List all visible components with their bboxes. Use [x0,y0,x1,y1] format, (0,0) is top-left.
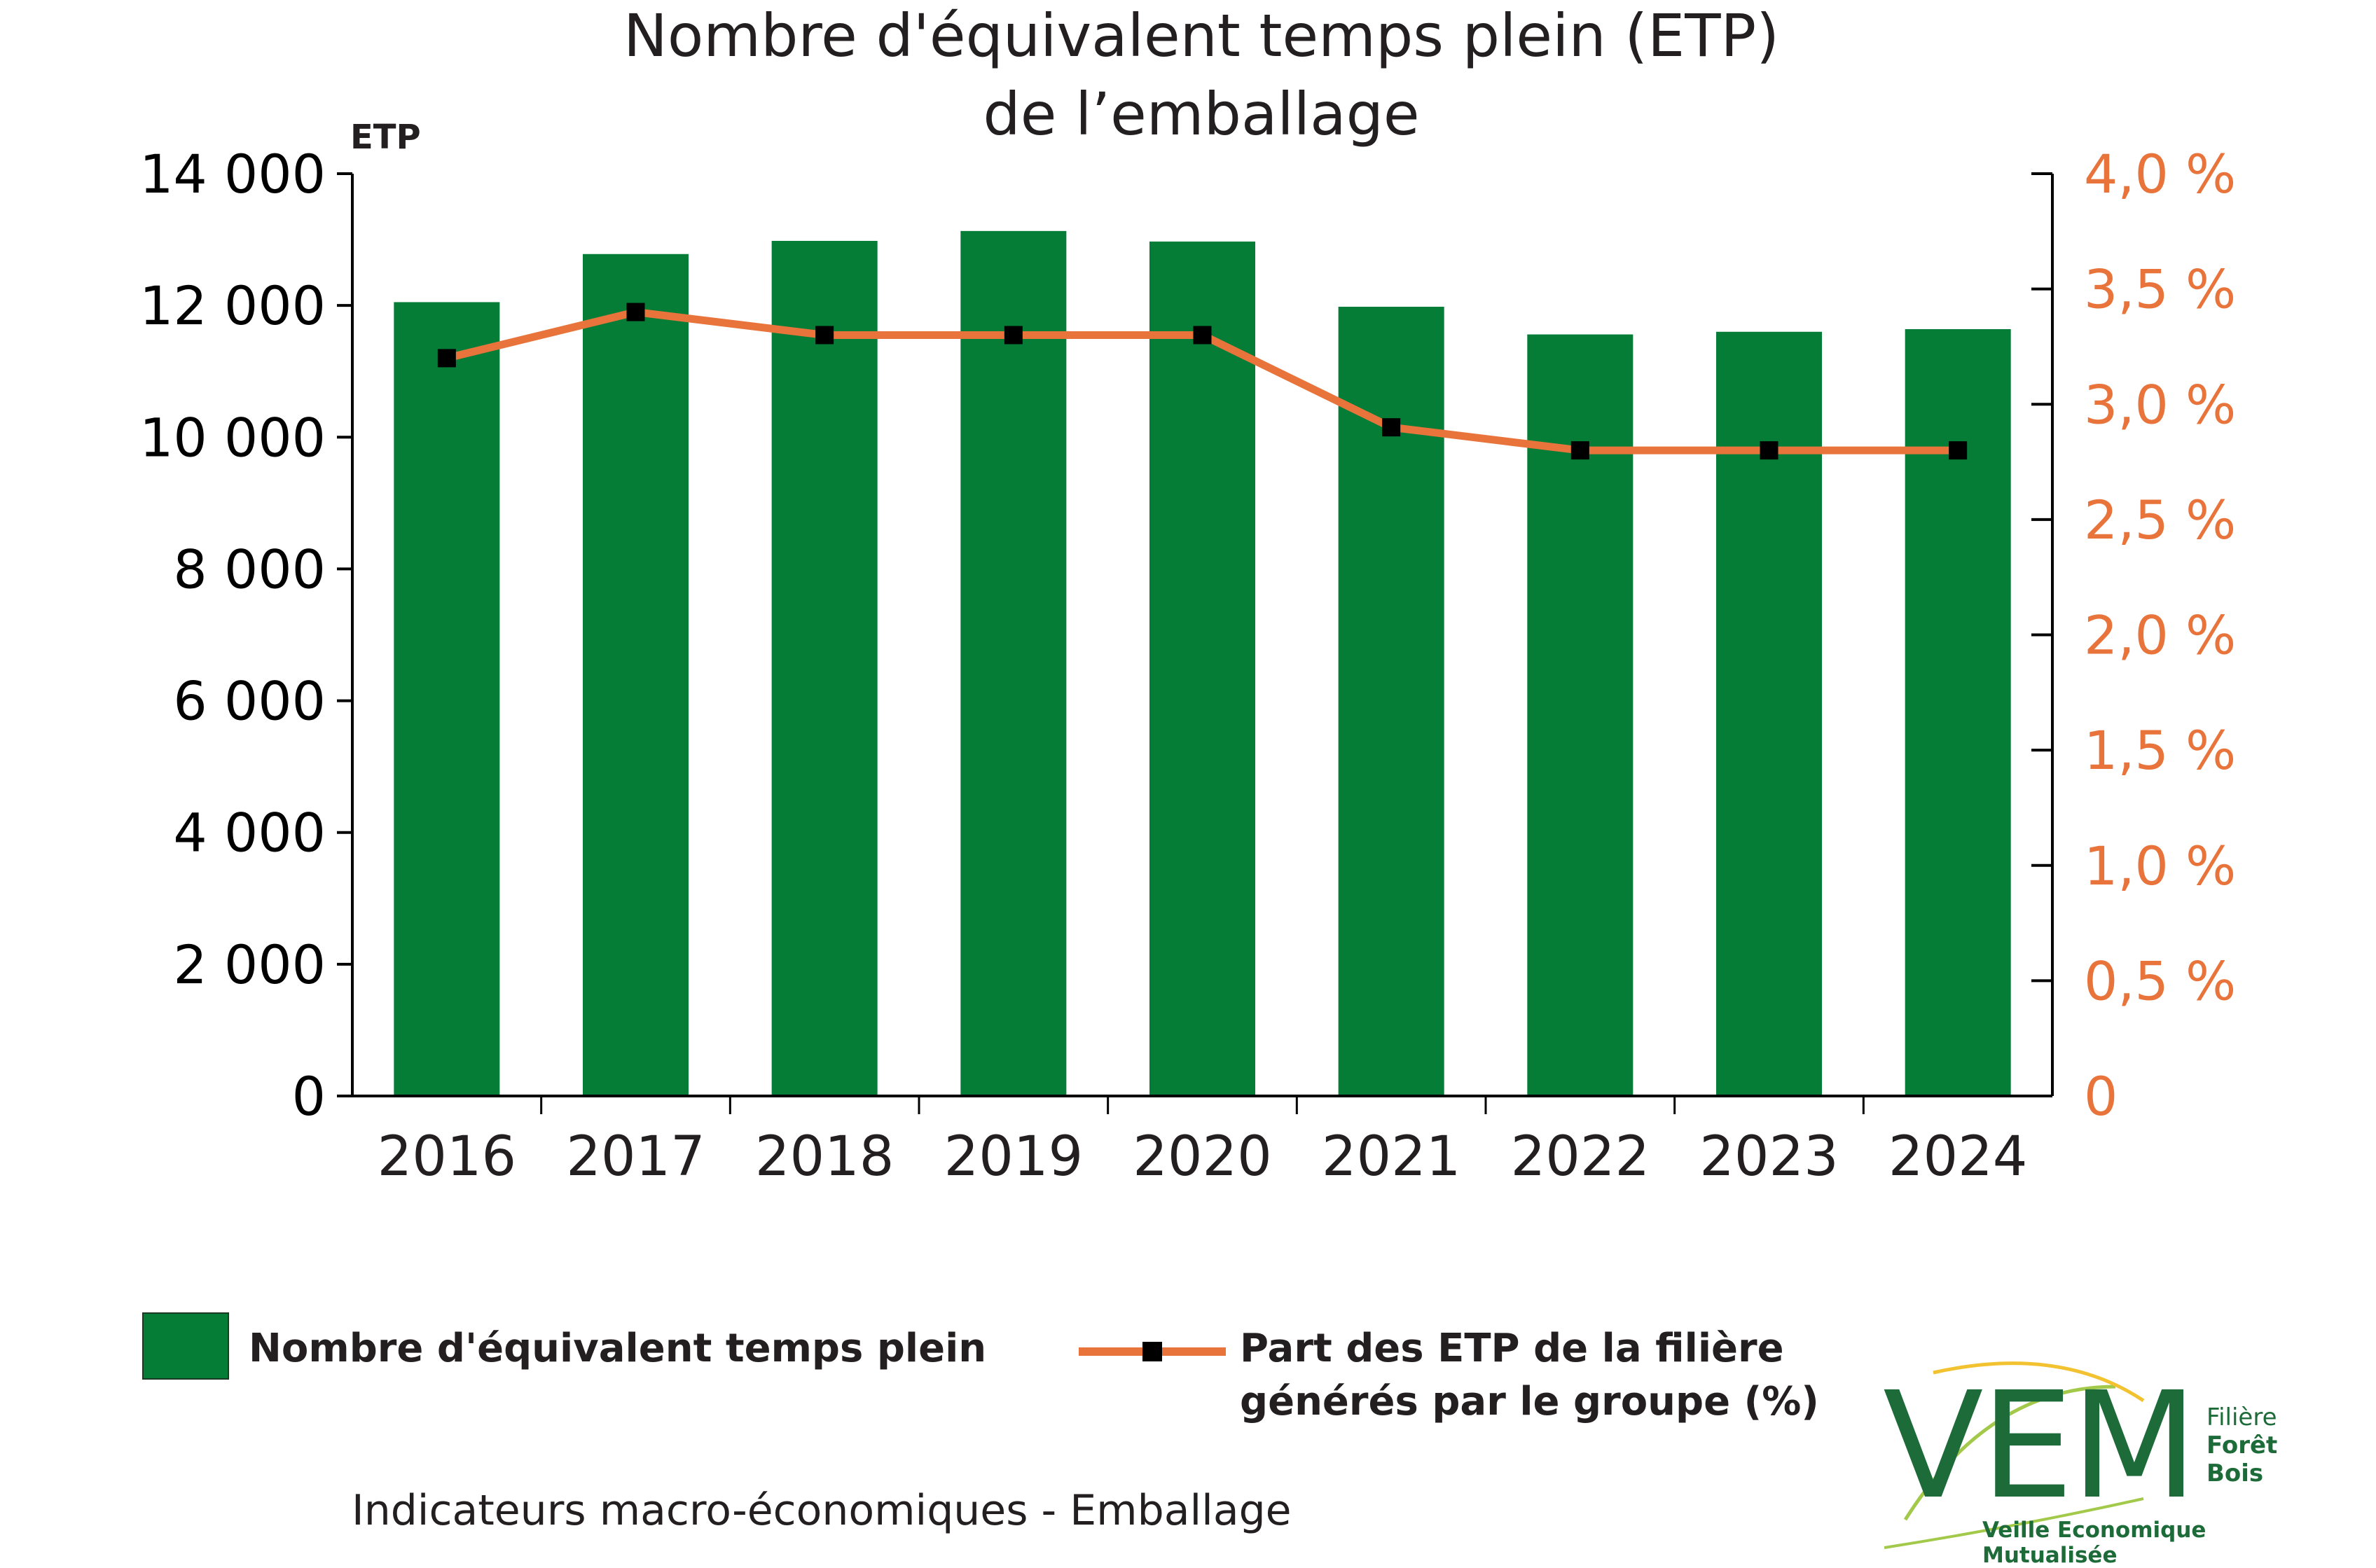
logo-tagline: Veille Economique Mutualisée [1982,1518,2206,1568]
right-tick-label: 1,5 % [2084,719,2236,782]
right-tick-label: 0,5 % [2084,950,2236,1012]
line-point-2019 [1004,326,1023,345]
x-tick-label: 2021 [1322,1125,1461,1188]
right-tick-label: 1,0 % [2084,835,2236,897]
left-tick-label: 2 000 [173,934,326,996]
bar-2020 [1149,241,1256,1097]
right-tick-label: 4,0 % [2084,143,2236,205]
legend-line-label-1: Part des ETP de la filière [1240,1326,1784,1371]
right-tick-label: 2,5 % [2084,489,2236,551]
axis-labels: 0 2 000 4 000 6 000 8 000 10 000 12 000 14 000 0… [139,143,2236,1188]
x-tick-label: 2022 [1511,1125,1650,1188]
x-tick-label: 2017 [566,1125,705,1188]
x-tick-label: 2018 [755,1125,895,1188]
logo-vem-text: VEM [1883,1360,2198,1532]
bar-2018 [771,240,878,1096]
chart-title-line-2: de l’emballage [983,80,1419,148]
logo-side-3: Bois [2206,1459,2264,1487]
right-tick-label: 3,0 % [2084,373,2236,436]
footer-text: Indicateurs macro-économiques - Emballag… [352,1486,1292,1535]
right-tick-label: 3,5 % [2084,258,2236,321]
left-tick-label: 10 000 [139,406,326,469]
left-tick-label: 0 [292,1065,326,1128]
bar-2019 [960,230,1067,1096]
line-point-2020 [1193,326,1212,345]
legend-line-swatch [1079,1342,1226,1361]
logo-arcs [1884,1361,2145,1549]
bar-2021 [1338,307,1444,1096]
line-point-2021 [1382,418,1401,437]
bar-2016 [394,302,500,1096]
chart-title-line-1: Nombre d'équivalent temps plein (ETP) [623,1,1779,70]
line-point-2022 [1570,441,1589,460]
logo-side-2: Forêt [2206,1431,2278,1459]
line-point-2017 [626,303,645,321]
x-tick-label: 2016 [378,1125,517,1188]
logo-side-1: Filière [2206,1403,2277,1431]
left-axis-unit-label: ETP [350,118,421,157]
left-tick-label: 6 000 [173,670,326,733]
x-tick-label: 2019 [944,1125,1084,1188]
x-tick-label: 2024 [1888,1125,2028,1188]
line-series [437,303,1968,460]
line-point-2023 [1760,441,1778,460]
left-tick-label: 4 000 [173,802,326,864]
legend-line-label-2: générés par le groupe (%) [1240,1379,1819,1424]
left-tick-label: 12 000 [139,275,326,337]
line-point-2018 [815,326,834,345]
line-point-2024 [1949,441,1968,460]
right-tick-label: 2,0 % [2084,604,2236,667]
axes [337,172,2054,1114]
bar-2022 [1527,334,1634,1096]
left-tick-label: 8 000 [173,538,326,600]
x-tick-label: 2023 [1699,1125,1839,1188]
left-tick-label: 14 000 [139,143,326,205]
line-point-2016 [437,349,456,368]
vem-logo: VEM Filière Forêt Bois Veille Economique… [1877,1345,2298,1568]
bar-series [394,230,2011,1097]
legend-line-label: Part des ETP de la filière générés par l… [1240,1322,1819,1429]
legend-bar-label: Nombre d'équivalent temps plein [249,1326,987,1371]
bar-2017 [582,254,689,1097]
right-tick-label: 0 [2084,1065,2118,1128]
legend-bar-swatch [142,1312,229,1380]
x-tick-label: 2020 [1133,1125,1272,1188]
